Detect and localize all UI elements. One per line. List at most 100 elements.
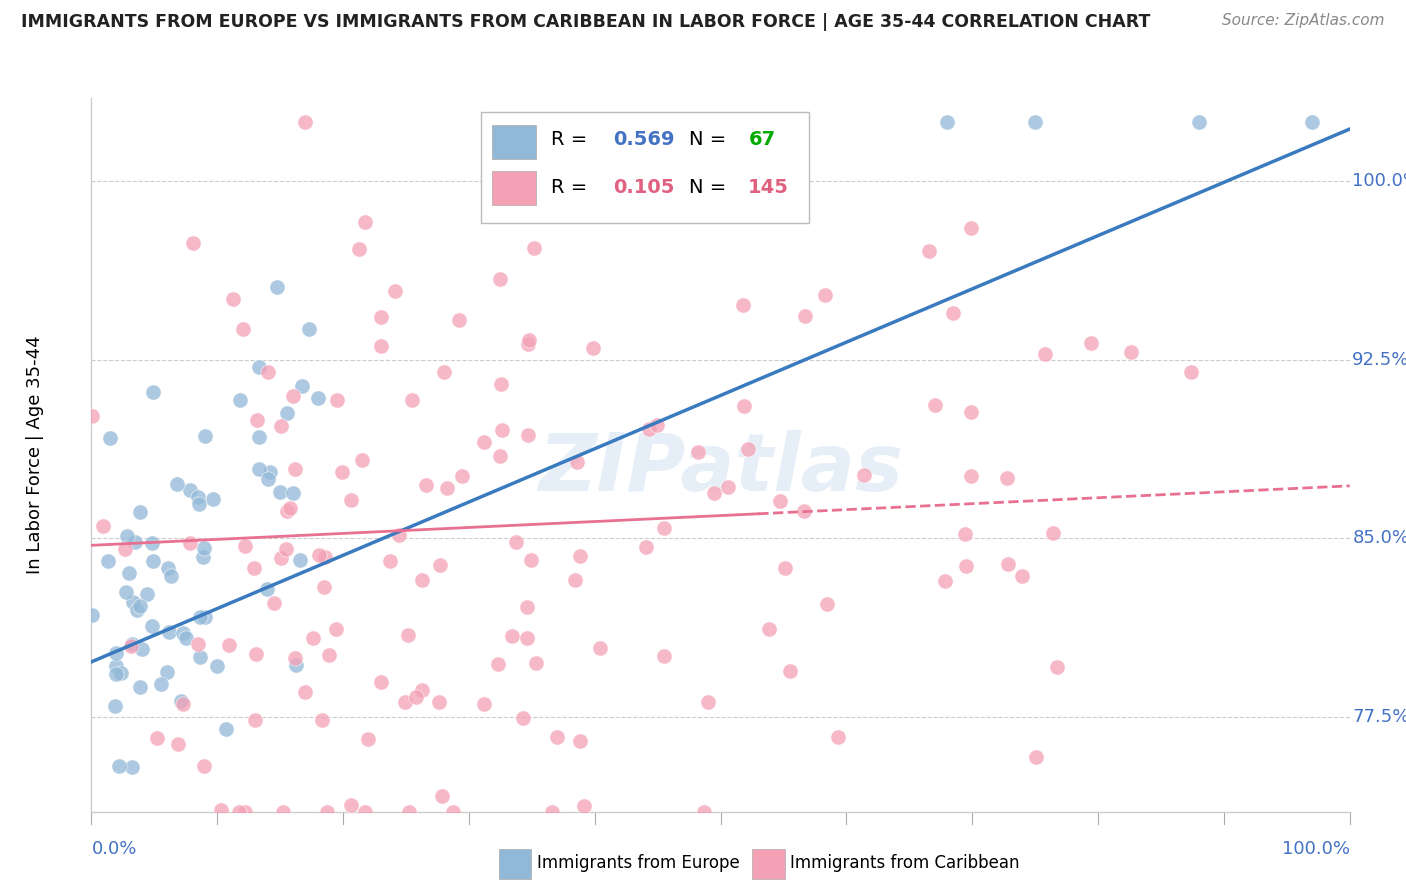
Text: 145: 145 — [748, 178, 789, 197]
Point — [942, 305, 965, 319]
Point — [129, 599, 152, 614]
Point — [301, 632, 323, 646]
Point — [122, 595, 145, 609]
Point — [1046, 659, 1069, 673]
Point — [266, 279, 288, 293]
Point — [256, 582, 278, 597]
Point — [953, 527, 976, 541]
Point — [108, 759, 131, 773]
Point — [733, 399, 755, 413]
Point — [308, 549, 330, 563]
Point — [172, 697, 194, 711]
Point — [245, 647, 267, 661]
Point — [1180, 365, 1202, 379]
Point — [489, 272, 512, 286]
Point — [121, 759, 143, 773]
Point — [156, 665, 179, 679]
Point — [398, 805, 420, 819]
Point — [479, 133, 502, 147]
Point — [120, 639, 142, 653]
Point — [270, 551, 292, 566]
Point — [228, 805, 250, 819]
Point — [486, 657, 509, 671]
Point — [114, 542, 136, 557]
Point — [280, 500, 302, 515]
Point — [288, 553, 311, 567]
Point — [157, 624, 180, 639]
Point — [125, 602, 148, 616]
Point — [167, 737, 190, 751]
Text: N =: N = — [689, 130, 733, 149]
Point — [693, 805, 716, 819]
Point — [472, 697, 495, 711]
Point — [257, 472, 280, 486]
Point — [269, 484, 291, 499]
Point — [524, 657, 547, 671]
Point — [194, 609, 217, 624]
Point — [294, 115, 316, 129]
Point — [631, 188, 654, 202]
Point — [955, 558, 977, 573]
Point — [141, 536, 163, 550]
Point — [411, 574, 433, 588]
Point — [370, 674, 392, 689]
Point — [235, 805, 257, 819]
Point — [187, 637, 209, 651]
Point — [298, 322, 321, 336]
Point — [959, 405, 981, 419]
Point — [394, 695, 416, 709]
Point — [582, 341, 605, 355]
Point — [146, 731, 169, 745]
Point — [284, 650, 307, 665]
Point — [370, 310, 392, 325]
Point — [124, 534, 146, 549]
Point — [853, 468, 876, 483]
Point — [325, 393, 347, 408]
Point — [794, 309, 817, 323]
Point — [505, 535, 527, 549]
Point — [283, 461, 305, 475]
Text: Immigrants from Caribbean: Immigrants from Caribbean — [790, 854, 1019, 871]
Point — [316, 805, 339, 819]
Point — [960, 468, 983, 483]
Point — [1301, 115, 1323, 129]
Point — [997, 558, 1019, 572]
Point — [401, 392, 423, 407]
Point — [388, 527, 411, 541]
Point — [330, 465, 353, 479]
Point — [703, 486, 725, 500]
Point — [179, 483, 201, 498]
Point — [1024, 115, 1046, 129]
Point — [427, 695, 450, 709]
Point — [129, 680, 152, 694]
Point — [105, 646, 128, 660]
Text: 67: 67 — [748, 130, 775, 149]
Text: 0.0%: 0.0% — [91, 840, 136, 858]
Point — [564, 574, 586, 588]
Point — [1011, 569, 1033, 583]
Point — [441, 805, 464, 819]
Point — [271, 805, 294, 819]
Point — [193, 550, 215, 565]
Point — [318, 648, 340, 662]
Point — [779, 664, 801, 678]
Point — [1042, 525, 1064, 540]
Point — [110, 665, 132, 680]
Text: 100.0%: 100.0% — [1282, 840, 1350, 858]
Point — [276, 406, 298, 420]
Text: ZIPatlas: ZIPatlas — [538, 430, 903, 508]
Point — [960, 220, 983, 235]
Point — [193, 541, 215, 555]
Point — [259, 465, 281, 479]
Point — [1188, 115, 1211, 129]
Point — [104, 698, 127, 713]
Point — [150, 676, 173, 690]
Point — [91, 519, 114, 533]
Point — [347, 242, 370, 256]
Point — [516, 337, 538, 351]
Point — [218, 638, 240, 652]
Point — [352, 452, 374, 467]
Point — [411, 683, 433, 698]
Point — [568, 733, 591, 747]
Point — [128, 505, 150, 519]
